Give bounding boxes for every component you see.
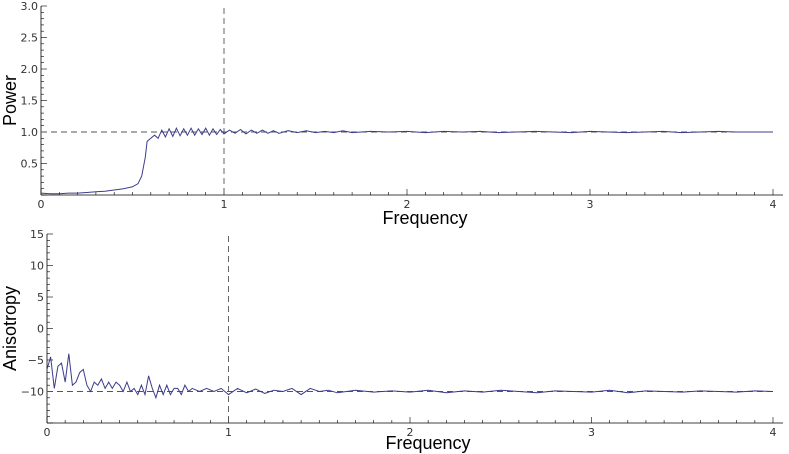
power-series-line <box>40 127 773 195</box>
anisotropy-y-tick-label: −10 <box>21 386 44 399</box>
anisotropy-x-tick-label: 1 <box>225 426 232 439</box>
anisotropy-y-tick-label: 10 <box>30 260 44 273</box>
anisotropy-x-tick-label: 2 <box>407 426 414 439</box>
anisotropy-x-tick-label: 0 <box>44 426 51 439</box>
anisotropy-y-tick-label: −5 <box>28 354 44 367</box>
power-x-tick-label: 3 <box>587 198 594 211</box>
anisotropy-y-tick-label: 15 <box>30 228 44 241</box>
power-x-tick-label: 0 <box>38 198 45 211</box>
anisotropy-panel: 0 1 2 3 4 −10 −5 0 5 10 15 Frequency Anisotropy <box>0 228 783 453</box>
power-y-tick-label: 1.5 <box>21 95 39 108</box>
power-y-tick-label: 2.0 <box>21 63 39 76</box>
power-y-tick-label: 0.5 <box>21 158 39 171</box>
power-x-axis-title: Frequency <box>382 208 467 228</box>
power-x-tick-label: 1 <box>221 198 228 211</box>
power-y-axis-title: Power <box>0 75 20 126</box>
anisotropy-y-axis-title: Anisotropy <box>0 286 20 371</box>
power-x-tick-label: 2 <box>404 198 411 211</box>
power-panel: 0 1 2 3 4 0.5 1.0 1.5 2.0 2.5 3.0 Frequency Power <box>0 0 783 228</box>
power-y-tick-label: 3.0 <box>21 0 39 13</box>
anisotropy-x-axis-title: Frequency <box>385 433 470 453</box>
anisotropy-x-tick-label: 3 <box>588 426 595 439</box>
power-y-tick-label: 2.5 <box>21 32 39 45</box>
anisotropy-y-tick-label: 5 <box>37 291 44 304</box>
anisotropy-y-tick-label: 0 <box>37 323 44 336</box>
power-x-tick-label: 4 <box>770 198 777 211</box>
anisotropy-x-tick-label: 4 <box>770 426 777 439</box>
power-y-tick-label: 1.0 <box>21 126 39 139</box>
anisotropy-series-line <box>46 353 774 400</box>
